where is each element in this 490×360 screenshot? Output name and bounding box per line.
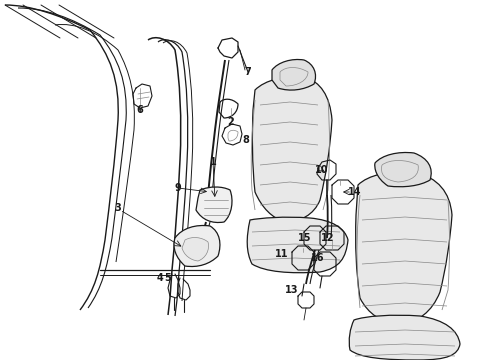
Text: 10: 10 xyxy=(315,165,329,175)
PathPatch shape xyxy=(196,187,232,222)
Text: 16: 16 xyxy=(311,253,325,263)
Text: 1: 1 xyxy=(210,157,217,167)
PathPatch shape xyxy=(375,153,431,187)
Text: 4: 4 xyxy=(157,273,163,283)
PathPatch shape xyxy=(272,59,316,90)
PathPatch shape xyxy=(182,238,209,261)
Text: 2: 2 xyxy=(228,117,234,127)
Text: 14: 14 xyxy=(348,187,362,197)
Text: 15: 15 xyxy=(298,233,312,243)
Text: 12: 12 xyxy=(321,233,335,243)
Text: 11: 11 xyxy=(275,249,289,259)
Text: 7: 7 xyxy=(245,67,251,77)
PathPatch shape xyxy=(247,217,348,273)
Text: 9: 9 xyxy=(174,183,181,193)
Text: 3: 3 xyxy=(115,203,122,213)
Text: 8: 8 xyxy=(243,135,249,145)
Text: 6: 6 xyxy=(137,105,144,115)
PathPatch shape xyxy=(174,225,220,266)
Text: 13: 13 xyxy=(285,285,299,295)
PathPatch shape xyxy=(349,315,460,360)
PathPatch shape xyxy=(252,77,332,222)
PathPatch shape xyxy=(356,172,452,325)
Text: 5: 5 xyxy=(165,273,172,283)
